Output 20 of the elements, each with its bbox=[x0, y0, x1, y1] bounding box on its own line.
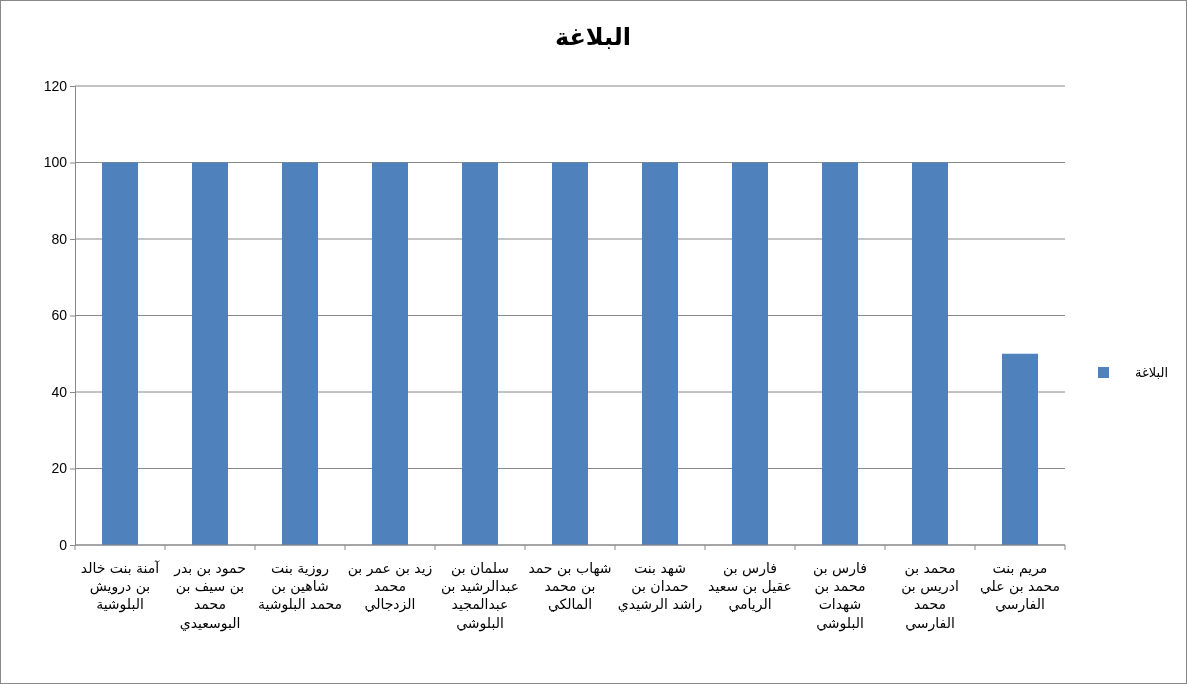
x-tick-label: شهاب بن حمد بن محمد المالكي bbox=[528, 560, 612, 614]
y-tick-label: 80 bbox=[51, 230, 68, 247]
x-tick-label: فارس بن محمد بن شهدات البلوشي bbox=[813, 560, 867, 632]
x-tick-label: محمد بن ادريس بن محمد الفارسي bbox=[901, 560, 959, 632]
x-tick-label: فارس بن عقيل بن سعيد الريامي bbox=[708, 560, 792, 614]
x-tick-label: مريم بنت محمد بن علي الفارسي bbox=[979, 560, 1061, 614]
y-tick-label: 0 bbox=[59, 536, 68, 553]
x-tick-label: حمود بن بدر بن سيف بن محمد البوسعيدي bbox=[173, 560, 246, 632]
x-tick-label: سلمان بن عبدالرشيد بن عبدالمجيد البلوشي bbox=[440, 560, 520, 632]
y-tick-label: 20 bbox=[51, 460, 68, 477]
chart-title: البلاغة bbox=[554, 23, 632, 51]
y-tick-label: 40 bbox=[51, 383, 68, 400]
y-tick-label: 100 bbox=[43, 154, 68, 171]
legend-label: البلاغة bbox=[1134, 365, 1168, 380]
x-tick-label: زيد بن عمر بن محمد الزدجالي bbox=[347, 560, 433, 614]
x-tick-label: شهد بنت حمدان بن راشد الرشيدي bbox=[617, 560, 703, 614]
x-tick-label: آمنة بنت خالد بن درويش البلوشية bbox=[80, 560, 161, 614]
y-tick-label: 120 bbox=[43, 77, 68, 94]
y-tick-label: 60 bbox=[51, 307, 68, 324]
x-tick-label: روزية بنت شاهين بن محمد البلوشية bbox=[257, 560, 343, 614]
